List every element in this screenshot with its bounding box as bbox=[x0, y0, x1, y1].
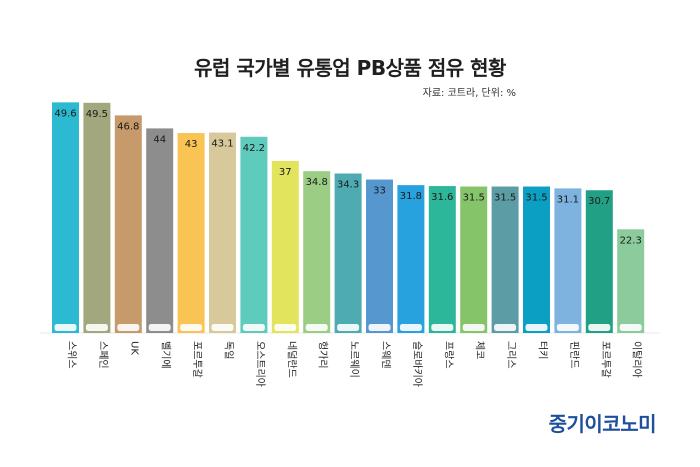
category-label: UK bbox=[128, 341, 139, 355]
bar-base-marker bbox=[399, 324, 422, 331]
chart-title: 유럽 국가별 유통업 PB상품 점유 현황 bbox=[194, 56, 506, 80]
bar-base-marker bbox=[368, 324, 391, 331]
category-label: 이탈리아 bbox=[631, 341, 644, 378]
data-label: 22.3 bbox=[620, 235, 642, 246]
bar bbox=[146, 128, 174, 333]
bar bbox=[397, 185, 425, 333]
data-label: 43.1 bbox=[211, 139, 233, 150]
data-label: 31.8 bbox=[400, 191, 422, 202]
data-label: 31.5 bbox=[494, 193, 516, 204]
category-label: 벨기에 bbox=[160, 341, 172, 369]
bar bbox=[617, 229, 645, 333]
bar bbox=[240, 136, 268, 333]
data-label: 37 bbox=[279, 167, 292, 178]
data-label: 31.6 bbox=[431, 192, 453, 203]
category-label: 오스트리아 bbox=[254, 341, 266, 387]
category-label: 스페인 bbox=[97, 341, 109, 369]
data-label: 30.7 bbox=[588, 196, 610, 207]
category-label: 프랑스 bbox=[442, 341, 454, 369]
chart-source: 자료: 코트라, 단위: % bbox=[422, 88, 516, 99]
bar bbox=[209, 132, 236, 333]
bar bbox=[271, 160, 299, 333]
category-label: 체코 bbox=[474, 341, 486, 359]
bar-base-marker bbox=[54, 324, 77, 331]
category-label: 터키 bbox=[537, 341, 549, 359]
bar-base-marker bbox=[431, 324, 454, 331]
category-label: 스웨덴 bbox=[380, 341, 392, 369]
bar-base-marker bbox=[85, 324, 108, 331]
bar-base-marker bbox=[462, 324, 485, 331]
bar-base-marker bbox=[211, 324, 234, 331]
category-label: 헝가리 bbox=[317, 341, 329, 369]
bar bbox=[366, 179, 393, 333]
bar bbox=[114, 115, 142, 333]
data-label: 33 bbox=[373, 186, 386, 197]
bar bbox=[428, 186, 456, 333]
bar-base-marker bbox=[274, 324, 297, 331]
bar bbox=[303, 171, 331, 333]
bar-base-marker bbox=[337, 324, 360, 331]
brand-logo: 중기이코노미 bbox=[548, 412, 657, 436]
bar-base-marker bbox=[494, 324, 517, 331]
category-label: 노르웨이 bbox=[348, 341, 360, 378]
bar bbox=[334, 173, 362, 333]
bar bbox=[523, 186, 550, 333]
bar-base-marker bbox=[588, 324, 611, 331]
bar-base-marker bbox=[180, 324, 203, 331]
category-label: 핀란드 bbox=[568, 341, 580, 369]
category-label: 포르투갈 bbox=[191, 341, 204, 378]
data-label: 46.8 bbox=[117, 121, 139, 132]
category-label: 네덜란드 bbox=[285, 341, 297, 378]
bar bbox=[491, 186, 519, 333]
bar bbox=[83, 102, 111, 333]
category-label: 슬로바키아 bbox=[411, 341, 423, 387]
bar bbox=[554, 188, 582, 333]
bar bbox=[585, 190, 613, 333]
bar bbox=[460, 186, 488, 333]
data-label: 34.3 bbox=[337, 180, 359, 191]
category-label: 그리스 bbox=[505, 341, 517, 369]
bar-base-marker bbox=[619, 324, 642, 331]
bar bbox=[177, 133, 205, 333]
bar bbox=[52, 102, 79, 333]
data-label: 49.5 bbox=[86, 109, 108, 120]
data-label: 43 bbox=[185, 139, 198, 150]
category-label: 독일 bbox=[223, 341, 235, 359]
data-label: 31.1 bbox=[557, 194, 579, 205]
data-label: 34.8 bbox=[306, 177, 328, 188]
bar-base-marker bbox=[556, 324, 579, 331]
data-label: 31.5 bbox=[525, 193, 547, 204]
data-label: 49.6 bbox=[54, 108, 76, 119]
category-label: 스위스 bbox=[66, 341, 79, 369]
bar-base-marker bbox=[148, 324, 171, 331]
data-label: 44 bbox=[153, 134, 166, 145]
category-label: 포르투갈 bbox=[599, 341, 612, 378]
bar-base-marker bbox=[305, 324, 328, 331]
data-label: 31.5 bbox=[463, 193, 485, 204]
bar-base-marker bbox=[242, 324, 265, 331]
bar-base-marker bbox=[525, 324, 548, 331]
bar-base-marker bbox=[117, 324, 140, 331]
data-label: 42.2 bbox=[243, 143, 265, 154]
